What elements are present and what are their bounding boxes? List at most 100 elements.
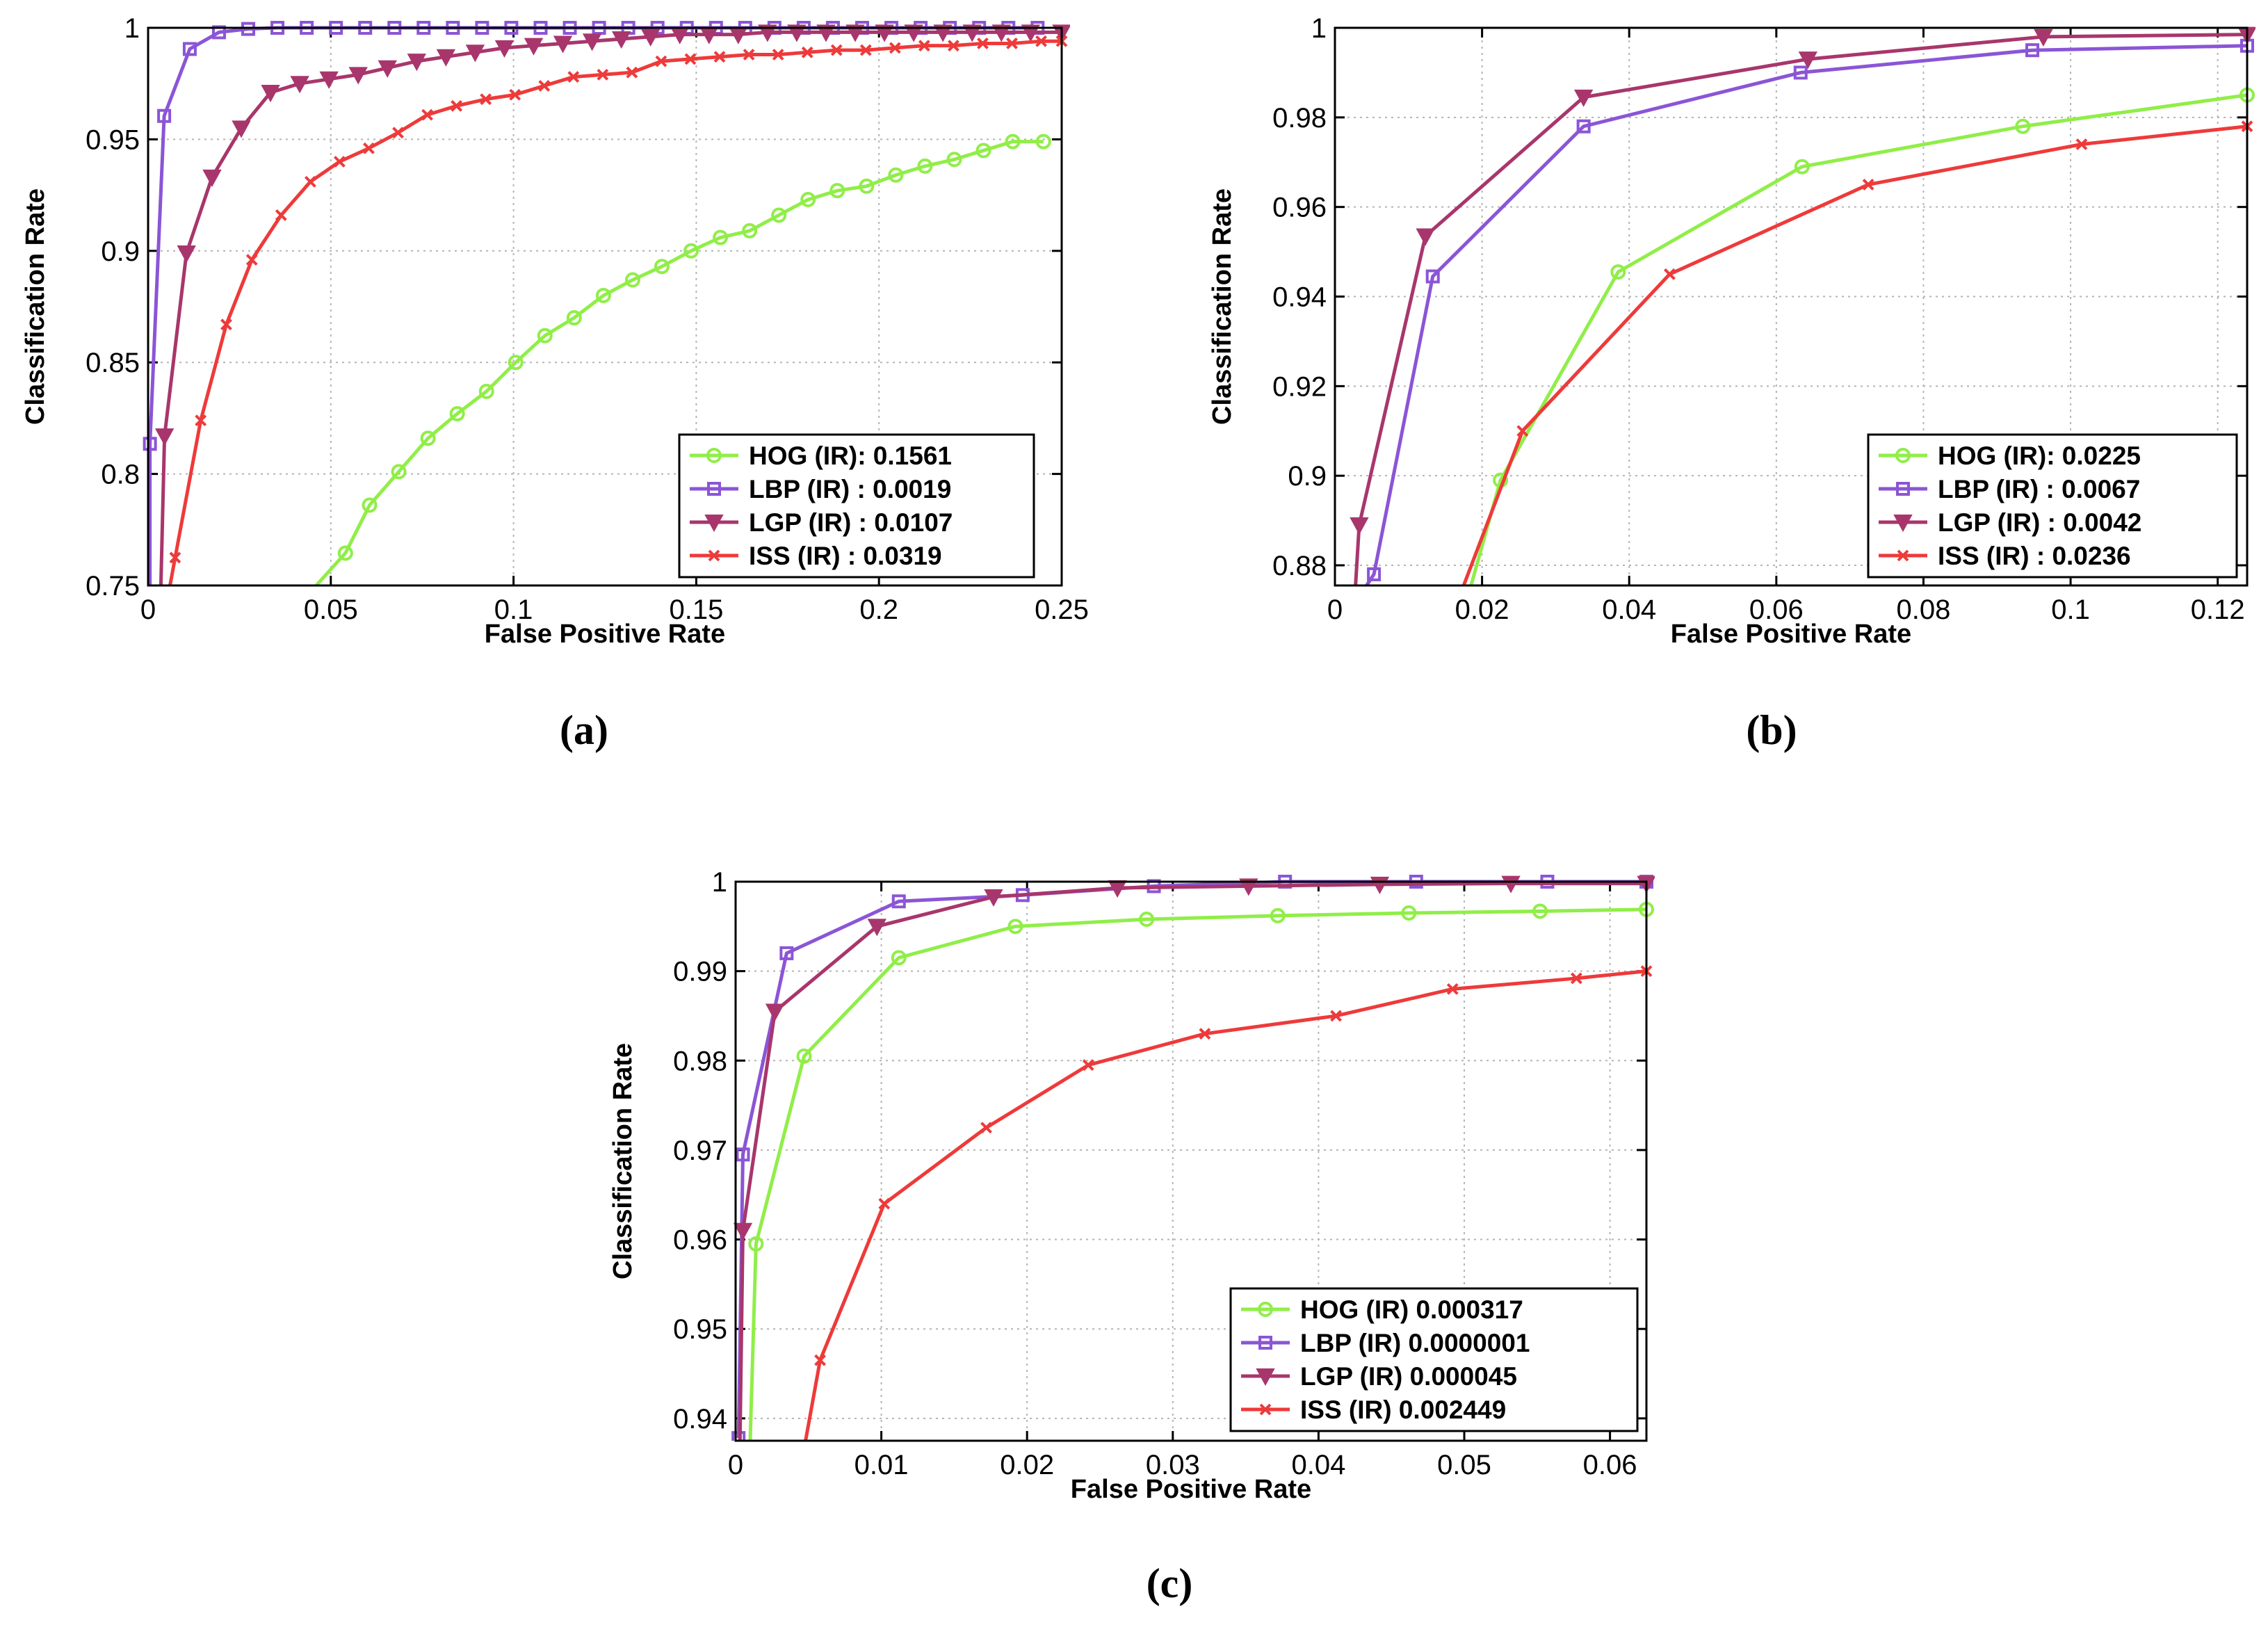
- legend: HOG (IR): 0.1561 LBP (IR) : 0.0019 LGP (IR…: [678, 433, 1035, 579]
- data-point: [975, 143, 991, 159]
- legend-swatch-marker: [704, 515, 724, 533]
- data-point: [829, 183, 845, 199]
- panel-caption: (a): [560, 707, 608, 753]
- data-point: [980, 1122, 992, 1134]
- data-point: [771, 207, 787, 223]
- data-point: [392, 127, 404, 139]
- data-point: [1139, 912, 1155, 928]
- data-point: [1035, 134, 1051, 149]
- data-point: [984, 889, 1003, 907]
- legend-swatch-marker: [706, 448, 722, 463]
- data-point: [655, 55, 667, 67]
- data-point: [684, 53, 697, 65]
- data-point: [494, 40, 515, 58]
- data-point: [333, 156, 346, 168]
- data-point: [765, 1003, 785, 1021]
- data-point: [733, 1222, 753, 1240]
- data-point: [933, 24, 953, 42]
- data-point: [537, 328, 553, 343]
- y-tick-label: 0.9: [101, 236, 140, 267]
- data-point: [904, 24, 923, 42]
- legend-swatch-marker: [1258, 1336, 1272, 1350]
- series-x: [1461, 120, 2253, 585]
- data-point: [830, 44, 843, 56]
- y-tick-label: 0.9: [1288, 461, 1327, 492]
- x-tick-label: 0.02: [1455, 595, 1509, 625]
- data-point: [891, 950, 907, 966]
- y-tick-label: 0.92: [1272, 371, 1327, 402]
- legend-swatch-marker: [1897, 549, 1909, 562]
- legend-label: ISS (IR) : 0.0319: [749, 542, 942, 570]
- data-point: [1573, 89, 1594, 107]
- data-point: [748, 1236, 764, 1252]
- legend-label: ISS (IR) 0.002449: [1300, 1396, 1506, 1424]
- data-point: [1367, 567, 1382, 581]
- data-point: [918, 40, 930, 52]
- data-point: [946, 152, 962, 168]
- data-point: [304, 175, 316, 188]
- data-point: [2015, 118, 2031, 134]
- series-circle: [314, 134, 1051, 585]
- legend-item: LGP (IR) : 0.0107: [690, 508, 953, 537]
- data-point: [582, 33, 602, 51]
- data-point: [1416, 228, 1435, 246]
- x-tick-label: 0.06: [1583, 1450, 1637, 1480]
- legend-label: HOG (IR): 0.0225: [1938, 442, 2141, 470]
- data-point: [1794, 159, 1810, 175]
- data-point: [1532, 903, 1548, 919]
- data-point: [1006, 38, 1018, 49]
- data-point: [1401, 905, 1417, 921]
- data-point: [211, 25, 226, 40]
- data-point: [597, 68, 609, 81]
- data-point: [420, 430, 436, 446]
- data-point: [736, 1147, 750, 1162]
- x-axis-label: False Positive Rate: [1071, 1475, 1311, 1504]
- data-point: [654, 259, 670, 275]
- data-point: [567, 71, 580, 83]
- data-point: [772, 49, 784, 60]
- x-tick-label: 0.05: [1437, 1450, 1491, 1480]
- legend-item: ISS (IR) : 0.0319: [690, 542, 942, 570]
- series-x: [804, 965, 1653, 1441]
- y-tick-label: 1: [712, 867, 727, 898]
- legend-label: ISS (IR) : 0.0236: [1938, 542, 2131, 570]
- legend-box: [1229, 1287, 1639, 1432]
- data-point: [641, 29, 661, 47]
- data-point: [814, 1354, 826, 1366]
- data-point: [1425, 269, 1440, 284]
- y-tick-label: 0.94: [1272, 282, 1327, 313]
- data-point: [1664, 268, 1676, 280]
- legend-item: ISS (IR) 0.002449: [1241, 1396, 1506, 1424]
- data-point: [421, 108, 433, 121]
- data-point: [1007, 919, 1023, 935]
- data-point: [478, 383, 494, 399]
- data-point: [779, 946, 794, 960]
- y-axis-label: Classification Rate: [608, 1043, 638, 1279]
- data-point: [378, 60, 397, 78]
- data-point: [1082, 1059, 1094, 1072]
- data-point: [1793, 65, 1808, 80]
- x-tick-label: 0.01: [854, 1450, 909, 1480]
- legend-swatch-marker: [707, 482, 721, 496]
- data-point: [1005, 134, 1021, 149]
- y-tick-label: 1: [1311, 13, 1327, 44]
- data-point: [1798, 51, 1818, 70]
- data-point: [611, 31, 631, 49]
- legend-swatch-marker: [1893, 515, 1913, 533]
- data-point: [1199, 1028, 1211, 1040]
- legend-swatch-marker: [708, 549, 720, 562]
- data-point: [154, 428, 175, 446]
- data-point: [290, 76, 309, 94]
- chart-panel-b: 0 0.02 0.04 0.06 0.08 0.1 0.12 0.88 0.9 0.92 0.94 0…: [1208, 13, 2255, 753]
- data-point: [177, 245, 196, 264]
- y-tick-label: 0.88: [1272, 551, 1327, 581]
- data-point: [977, 38, 989, 49]
- x-tick-label: 0: [1327, 595, 1343, 625]
- series-line: [1365, 44, 2248, 585]
- data-point: [275, 209, 287, 221]
- data-point: [319, 71, 339, 89]
- series-line: [748, 907, 1647, 1441]
- y-axis-label: Classification Rate: [21, 188, 50, 425]
- legend-label: LBP (IR) : 0.0019: [749, 475, 951, 503]
- data-point: [1330, 1010, 1342, 1022]
